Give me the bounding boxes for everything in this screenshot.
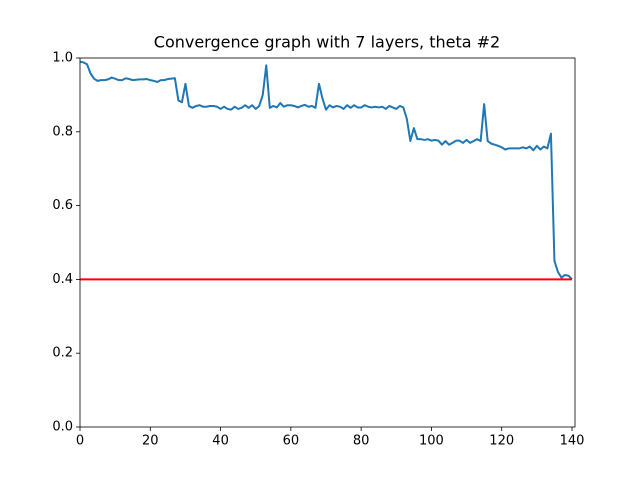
x-tick-label: 80 [353,434,370,449]
x-tick-label: 120 [489,434,514,449]
y-tick-label: 0.0 [52,420,73,435]
x-tick-label: 20 [142,434,159,449]
y-tick-label: 0.2 [52,346,73,361]
x-tick-label: 100 [419,434,444,449]
y-tick-label: 0.4 [52,272,73,287]
chart-title: Convergence graph with 7 layers, theta #… [154,33,500,52]
data-line [79,60,573,281]
y-tick-label: 1.0 [52,51,73,66]
x-tick-label: 60 [283,434,300,449]
x-tick-label: 0 [76,434,84,449]
x-tick-label: 140 [560,434,585,449]
x-tick-label: 40 [212,434,229,449]
y-tick-label: 0.6 [52,198,73,213]
y-tick-label: 0.8 [52,124,73,139]
axes-frame [79,57,576,428]
